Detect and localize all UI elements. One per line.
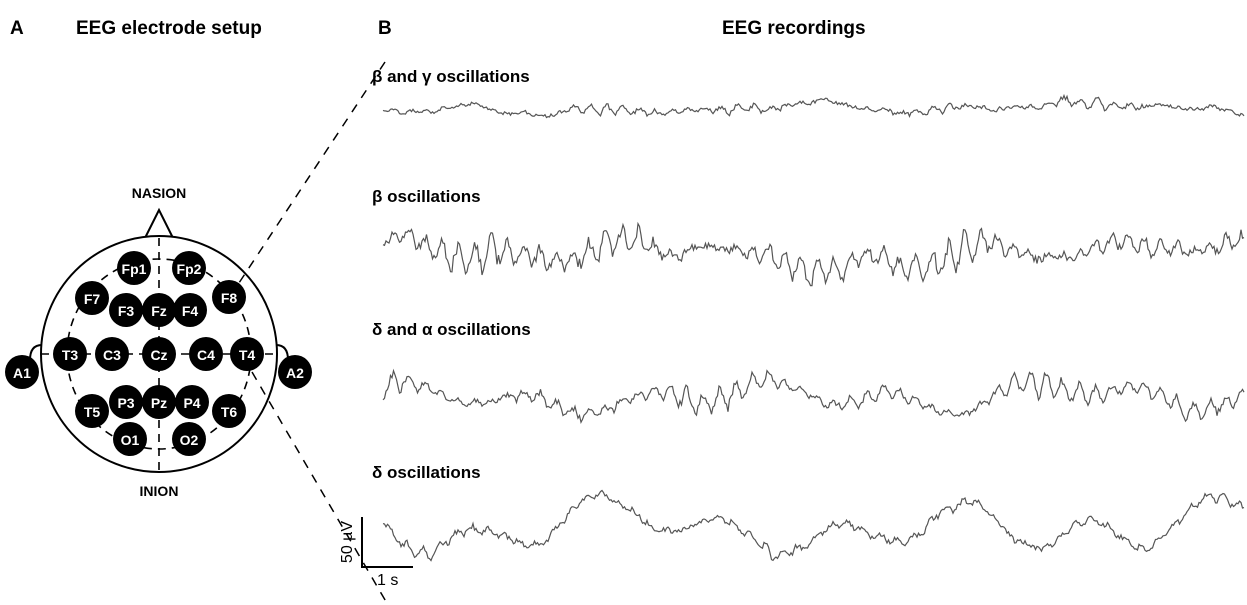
panel-label: B <box>378 18 392 39</box>
electrode: Fz <box>142 293 176 327</box>
electrode-label: Fp2 <box>177 261 202 277</box>
trace-label: β and γ oscillations <box>372 67 530 86</box>
panel-title: EEG recordings <box>722 18 866 39</box>
electrode-label: O1 <box>121 432 140 448</box>
electrode-dot <box>109 385 143 419</box>
electrode-label: T5 <box>84 404 101 420</box>
electrode: Pz <box>142 385 176 419</box>
electrode-dot <box>53 337 87 371</box>
electrode-label: F3 <box>118 303 135 319</box>
electrode: T6 <box>212 394 246 428</box>
electrode-label: T4 <box>239 347 256 363</box>
electrode: Cz <box>142 337 176 371</box>
scale-bar-lines <box>361 517 413 568</box>
electrode-dot <box>113 422 147 456</box>
electrode: F8 <box>212 280 246 314</box>
electrode: A1 <box>5 355 39 389</box>
panel-title: EEG electrode setup <box>76 18 262 39</box>
electrode-label: C4 <box>197 347 215 363</box>
electrode-label: Cz <box>150 347 167 363</box>
nose <box>144 207 174 239</box>
electrode: F3 <box>109 293 143 327</box>
scale-bar: 50 µV 1 s <box>339 517 413 589</box>
electrode-label: O2 <box>180 432 199 448</box>
electrode-label: F8 <box>221 290 238 306</box>
electrode-label: P3 <box>117 395 134 411</box>
electrode: F7 <box>75 281 109 315</box>
scale-amplitude: 50 µV <box>339 521 356 563</box>
electrode-dot <box>142 385 176 419</box>
electrode-dot <box>75 394 109 428</box>
electrode-dot <box>189 337 223 371</box>
landmark-label: INION <box>140 483 179 499</box>
electrode-label: F7 <box>84 291 101 307</box>
panel-label: A <box>10 18 24 39</box>
electrode-dot <box>142 293 176 327</box>
electrode-label: T3 <box>62 347 79 363</box>
electrode: T4 <box>230 337 264 371</box>
electrode-dot <box>5 355 39 389</box>
electrode: F4 <box>173 293 207 327</box>
eeg-trace <box>382 221 1245 287</box>
electrode-dot <box>117 251 151 285</box>
electrode: C3 <box>95 337 129 371</box>
electrode-dot <box>109 293 143 327</box>
electrode: O1 <box>113 422 147 456</box>
electrode-dot <box>212 394 246 428</box>
landmark-label: NASION <box>132 185 186 201</box>
electrode-label: P4 <box>183 395 200 411</box>
electrode: T5 <box>75 394 109 428</box>
electrode-label: T6 <box>221 404 238 420</box>
electrode: Fp2 <box>172 251 206 285</box>
electrode-dot <box>172 251 206 285</box>
electrode: P3 <box>109 385 143 419</box>
electrode-dot <box>173 293 207 327</box>
eeg-trace <box>382 368 1245 425</box>
electrode: T3 <box>53 337 87 371</box>
trace-label: δ oscillations <box>372 463 481 482</box>
trace-label: β oscillations <box>372 187 481 206</box>
electrode-label: A1 <box>13 365 31 381</box>
electrode: Fp1 <box>117 251 151 285</box>
scale-time: 1 s <box>377 572 398 589</box>
electrode-dot <box>172 422 206 456</box>
traces <box>382 93 1245 562</box>
eeg-trace <box>382 93 1245 119</box>
electrode: P4 <box>175 385 209 419</box>
electrode-label: Pz <box>151 395 167 411</box>
electrode: C4 <box>189 337 223 371</box>
electrode-dot <box>95 337 129 371</box>
electrode-label: A2 <box>286 365 304 381</box>
electrode-label: Fp1 <box>122 261 147 277</box>
electrode-dot <box>75 281 109 315</box>
electrode-dot <box>278 355 312 389</box>
electrode-label: F4 <box>182 303 199 319</box>
electrode-dot <box>142 337 176 371</box>
trace-label: δ and α oscillations <box>372 320 531 339</box>
electrodes: Fp1 Fp2 F7 F3 Fz F4 F8 A1 T3 C3 Cz C4 T4 A2 T5 P3 Pz P4 T6… <box>5 251 312 456</box>
electrode-dot <box>230 337 264 371</box>
electrode: O2 <box>172 422 206 456</box>
electrode-dot <box>212 280 246 314</box>
electrode-label: C3 <box>103 347 121 363</box>
electrode-label: Fz <box>151 303 167 319</box>
electrode-dot <box>175 385 209 419</box>
eeg-trace <box>382 489 1245 562</box>
electrode: A2 <box>278 355 312 389</box>
